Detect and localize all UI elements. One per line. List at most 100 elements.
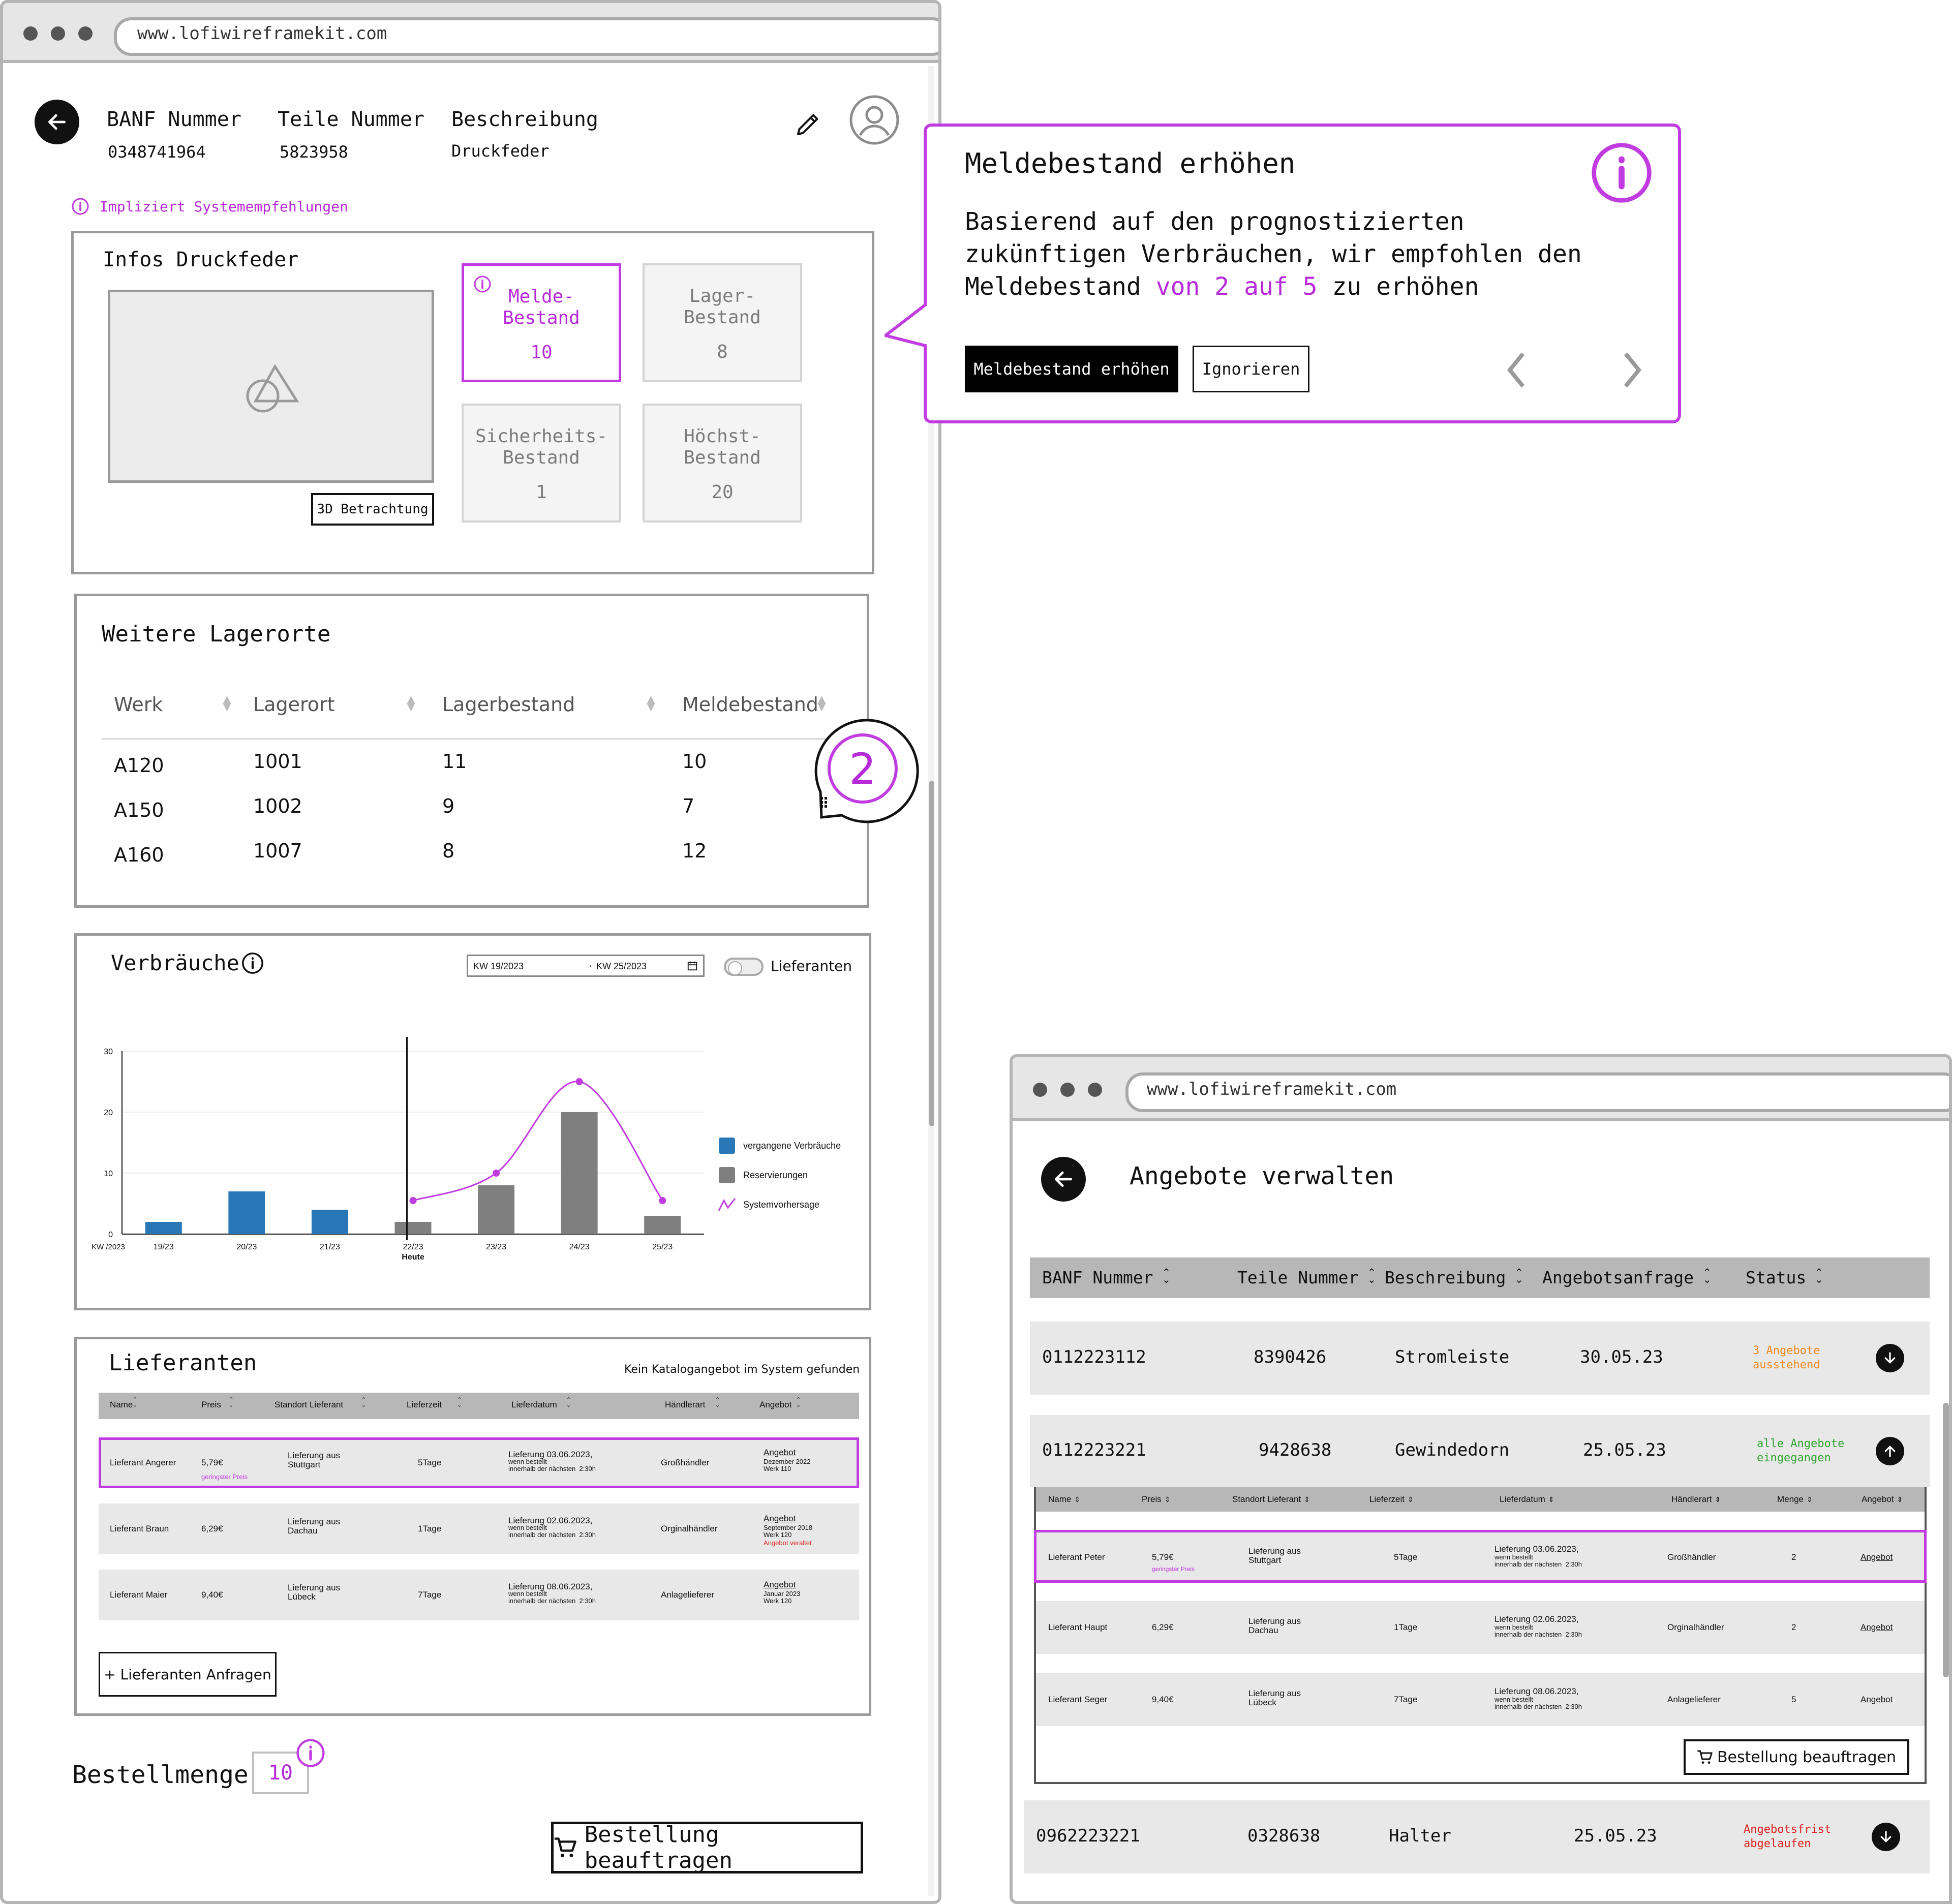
scrollbar-thumb[interactable] [929,781,934,1126]
offer-row[interactable] [1034,1530,1927,1583]
lieferanten-header-5[interactable]: Händlerart [665,1400,706,1409]
3d-view-button[interactable]: 3D Betrachtung [311,493,434,526]
angebot-link[interactable]: Angebot [764,1448,796,1457]
collapse-button[interactable] [1876,1437,1904,1465]
sort-icon[interactable]: ⌃ ⌄ [229,1396,233,1408]
sub-header-0[interactable]: Name ⇕ [1048,1494,1080,1504]
sub-header-label: Standort Lieferant [1232,1494,1301,1504]
lieferanten-header-6[interactable]: Angebot [759,1400,792,1409]
sort-icon[interactable]: ⌃ ⌄ [716,1396,720,1408]
lieferant-datum3: innerhalb der nächsten 2:30h [508,1531,596,1539]
offer-row[interactable] [1036,1673,1925,1726]
url-bar[interactable]: www.lofiwireframekit.com [1125,1072,1949,1112]
avatar-icon[interactable] [849,95,900,145]
order-button[interactable]: Bestellung beauftragen [551,1822,863,1874]
info-icon[interactable] [241,951,264,975]
chevron-left-icon[interactable] [1504,351,1529,389]
add-lieferanten-button[interactable]: + Lieferanten Anfragen [99,1652,277,1697]
lieferanten-header-2[interactable]: Standort Lieferant [274,1400,344,1409]
sort-icon[interactable]: ⌃ ⌄ [458,1396,462,1408]
lieferant-name: Lieferant Maier [110,1590,168,1600]
sort-icon[interactable]: ▲ ▼ [647,693,655,713]
sort-icon[interactable]: ⌃ ⌄ [1703,1266,1712,1285]
ignore-button[interactable]: Ignorieren [1193,346,1309,392]
info-icon[interactable] [296,1738,325,1768]
url-text: www.lofiwireframekit.com [137,23,387,44]
bestellmenge-input[interactable]: 10 [252,1752,309,1794]
window-close-dot[interactable] [1033,1083,1047,1097]
window-maximize-dot[interactable] [1088,1083,1102,1097]
angebot-row[interactable] [1030,1415,1930,1487]
angebote-header-4[interactable]: Status [1746,1268,1807,1287]
sort-icon[interactable]: ⌃ ⌄ [1515,1266,1523,1285]
sort-icon[interactable]: ▲ ▼ [407,693,415,713]
sort-icon[interactable]: ⌃ ⌄ [133,1396,137,1408]
lagerorte-header-lagerbestand[interactable]: Lagerbestand [442,693,575,716]
angebot-link[interactable]: Angebot [764,1514,796,1523]
lagerorte-header-meldebestand[interactable]: Meldebestand [682,693,818,716]
x-axis-prefix-label: KW /2023 [92,1243,125,1251]
offer-menge: 2 [1791,1552,1796,1562]
today-label: Heute [402,1253,424,1262]
sub-header-2[interactable]: Standort Lieferant ⇕ [1232,1494,1310,1504]
window-minimize-dot[interactable] [51,26,65,41]
sub-header-4[interactable]: Lieferdatum ⇕ [1500,1494,1554,1504]
meldebestand-card[interactable]: Melde- Bestand 10 [462,263,621,382]
sub-header-6[interactable]: Menge ⇕ [1777,1494,1813,1504]
window-maximize-dot[interactable] [78,26,93,41]
sort-icon[interactable]: ⌃ ⌄ [567,1396,571,1408]
angebote-header-1[interactable]: Teile Nummer [1237,1268,1359,1287]
sub-header-3[interactable]: Lieferzeit ⇕ [1369,1494,1414,1504]
chevron-right-icon[interactable] [1620,351,1645,389]
sort-icon[interactable]: ▲ ▼ [223,693,231,713]
angebot-link[interactable]: Angebot [764,1580,796,1589]
sub-order-button[interactable]: Bestellung beauftragen [1684,1739,1909,1775]
scrollbar-thumb[interactable] [1943,1403,1949,1677]
comment-badge[interactable]: 2 [806,716,919,828]
sort-icon[interactable]: ⌃ ⌄ [1162,1266,1171,1285]
status-line: eingegangen [1757,1452,1831,1464]
lagerorte-header-lagerort[interactable]: Lagerort [253,693,335,716]
lieferant-row[interactable] [99,1503,859,1554]
date-range-picker[interactable]: KW 19/2023 → KW 25/2023 [467,955,705,977]
hoechstbestand-card: Höchst- Bestand 20 [643,404,802,523]
lieferanten-header-0[interactable]: Name [110,1400,133,1409]
sort-icon[interactable]: ⌃ ⌄ [362,1396,366,1408]
lieferanten-header-1[interactable]: Preis [201,1400,221,1409]
lagerorte-header-werk[interactable]: Werk [114,693,163,716]
angebote-header-2[interactable]: Beschreibung [1385,1268,1506,1287]
lieferant-row[interactable] [99,1437,859,1488]
angebot-row[interactable] [1024,1800,1930,1874]
angebote-header-3[interactable]: Angebotsanfrage [1542,1268,1694,1287]
expand-button[interactable] [1872,1823,1900,1851]
offer-row[interactable] [1036,1601,1925,1654]
sort-icon[interactable]: ⌃ ⌄ [1367,1266,1376,1285]
angebote-header-0[interactable]: BANF Nummer [1042,1268,1153,1287]
sort-icon[interactable]: ▲ ▼ [817,693,826,713]
url-bar[interactable]: www.lofiwireframekit.com [114,17,938,56]
cart-icon [554,1837,576,1858]
toggle-label: Lieferanten [771,958,852,974]
sort-icon[interactable]: ⌃ ⌄ [797,1396,801,1408]
lieferanten-header-4[interactable]: Lieferdatum [511,1400,557,1409]
lieferanten-header-3[interactable]: Lieferzeit [407,1400,442,1409]
lieferanten-toggle[interactable] [724,958,764,976]
sub-header-7[interactable]: Angebot ⇕ [1862,1494,1903,1504]
banf-number: 0962223221 [1036,1826,1140,1846]
angebot-row[interactable] [1030,1322,1930,1395]
sort-icon[interactable]: ⌃ ⌄ [1815,1266,1823,1285]
back-button[interactable] [1041,1157,1086,1202]
window-close-dot[interactable] [23,26,38,41]
sub-header-1[interactable]: Preis ⇕ [1142,1494,1170,1504]
back-button[interactable] [35,100,79,144]
offer-angebot-link[interactable]: Angebot [1860,1622,1893,1632]
offer-standort1: Lieferung aus [1248,1546,1301,1556]
offer-angebot-link[interactable]: Angebot [1860,1552,1893,1562]
window-minimize-dot[interactable] [1060,1083,1075,1097]
sub-header-5[interactable]: Händlerart ⇕ [1671,1494,1721,1504]
lieferant-row[interactable] [99,1570,859,1620]
edit-pencil-icon[interactable] [793,109,824,139]
increase-meldebestand-button[interactable]: Meldebestand erhöhen [965,346,1178,392]
expand-button[interactable] [1876,1344,1904,1372]
offer-angebot-link[interactable]: Angebot [1860,1695,1893,1704]
